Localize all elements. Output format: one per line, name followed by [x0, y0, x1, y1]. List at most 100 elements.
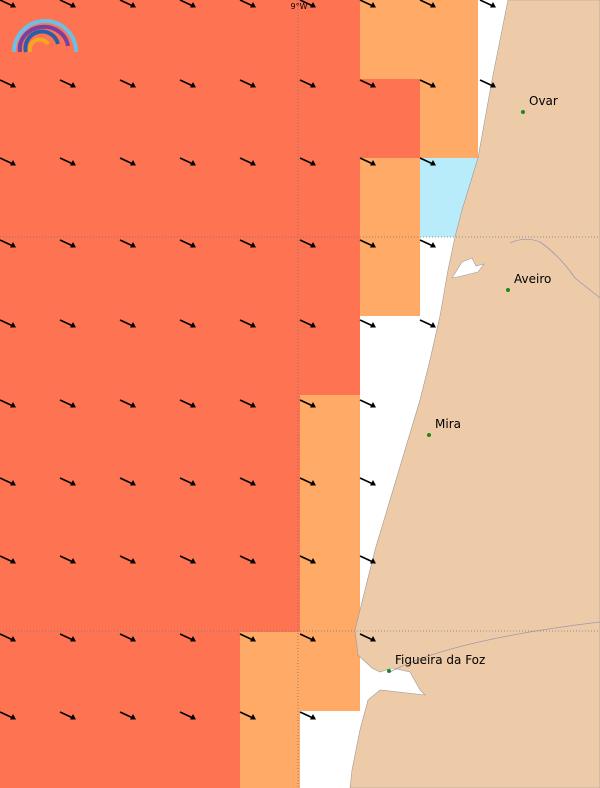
wave-arrow — [119, 477, 136, 486]
arrow-shaft — [119, 79, 134, 87]
arrow-head — [130, 242, 136, 248]
wave-arrow — [119, 0, 136, 8]
wave-arrow — [359, 319, 376, 328]
wave-arrows — [0, 0, 496, 720]
arrow-head — [310, 2, 316, 8]
wave-arrow — [119, 157, 136, 166]
wave-arrow — [239, 319, 256, 328]
wave-arrow — [179, 633, 196, 642]
arrow-head — [70, 480, 76, 486]
arrow-head — [190, 402, 196, 408]
wave-arrow — [299, 0, 316, 8]
wave-arrow — [299, 239, 316, 248]
wave-arrow — [299, 399, 316, 408]
arrow-shaft — [239, 477, 254, 485]
wave-arrow — [299, 633, 316, 642]
arrow-head — [430, 322, 436, 328]
arrow-shaft — [119, 319, 134, 327]
arrow-head — [70, 322, 76, 328]
arrow-shaft — [419, 0, 434, 7]
wave-arrow — [359, 555, 376, 564]
wave-arrow — [59, 555, 76, 564]
arrow-head — [250, 402, 256, 408]
arrow-shaft — [299, 399, 314, 407]
wave-arrow — [0, 79, 16, 88]
logo-arc — [17, 24, 70, 53]
arrow-shaft — [179, 0, 194, 7]
arrow-shaft — [119, 555, 134, 563]
arrow-shaft — [0, 555, 14, 563]
wave-arrow — [239, 157, 256, 166]
arrow-shaft — [299, 239, 314, 247]
wave-arrow — [59, 0, 76, 8]
arrow-head — [310, 160, 316, 166]
arrow-head — [370, 242, 376, 248]
arrow-shaft — [59, 319, 74, 327]
arrow-shaft — [0, 399, 14, 407]
arrow-head — [250, 2, 256, 8]
arrow-shaft — [359, 79, 374, 87]
wave-cell — [300, 553, 360, 632]
arrow-head — [10, 402, 16, 408]
place-label: Ovar — [529, 94, 558, 108]
wave-arrow — [239, 477, 256, 486]
place-dot — [387, 669, 391, 673]
arrow-head — [310, 242, 316, 248]
arrow-shaft — [359, 239, 374, 247]
arrow-shaft — [359, 477, 374, 485]
arrow-shaft — [299, 477, 314, 485]
arrow-shaft — [59, 157, 74, 165]
arrow-shaft — [59, 633, 74, 641]
arrow-shaft — [119, 0, 134, 7]
arrow-shaft — [119, 399, 134, 407]
arrow-head — [370, 82, 376, 88]
wave-arrow — [239, 239, 256, 248]
arrow-head — [370, 2, 376, 8]
wave-arrow — [359, 399, 376, 408]
arrow-shaft — [419, 157, 434, 165]
wave-arrow — [119, 633, 136, 642]
arrow-head — [10, 2, 16, 8]
wave-cell — [0, 316, 360, 395]
arrow-shaft — [119, 633, 134, 641]
wave-cell — [0, 395, 300, 474]
arrow-shaft — [59, 239, 74, 247]
wave-arrow — [59, 633, 76, 642]
wave-arrow — [119, 239, 136, 248]
wave-arrow — [419, 319, 436, 328]
place-label: Aveiro — [514, 272, 551, 286]
arrow-head — [370, 322, 376, 328]
wave-arrow — [299, 711, 316, 720]
arrow-shaft — [359, 157, 374, 165]
arrow-shaft — [359, 399, 374, 407]
arrow-head — [10, 160, 16, 166]
arrow-shaft — [179, 477, 194, 485]
arrow-shaft — [0, 711, 14, 719]
place-dot — [521, 110, 525, 114]
logo — [12, 19, 78, 53]
arrow-head — [70, 714, 76, 720]
arrow-head — [70, 2, 76, 8]
wave-arrow — [359, 0, 376, 8]
land — [349, 0, 600, 788]
wave-arrow — [59, 399, 76, 408]
arrow-head — [490, 2, 496, 8]
arrow-head — [130, 160, 136, 166]
arrow-head — [250, 160, 256, 166]
arrow-shaft — [0, 239, 14, 247]
arrow-shaft — [239, 711, 254, 719]
arrow-head — [310, 714, 316, 720]
arrow-head — [130, 2, 136, 8]
arrow-head — [250, 558, 256, 564]
arrow-shaft — [359, 633, 374, 641]
wave-cell — [360, 237, 420, 316]
wave-arrow — [0, 711, 16, 720]
arrow-shaft — [119, 477, 134, 485]
wave-arrow — [119, 319, 136, 328]
river — [509, 238, 600, 299]
arrow-shaft — [299, 157, 314, 165]
river — [389, 621, 600, 673]
arrow-head — [70, 636, 76, 642]
wave-arrow — [59, 157, 76, 166]
arrow-shaft — [239, 319, 254, 327]
